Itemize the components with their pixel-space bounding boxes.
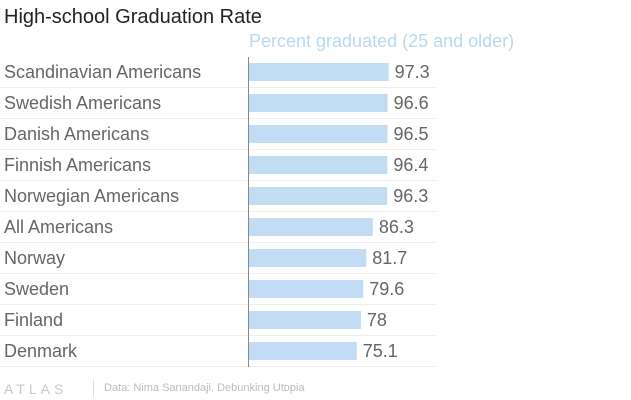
category-label: Swedish Americans [4,93,161,113]
bar [249,125,388,143]
bar [249,187,388,205]
data-source: Data: Nima Sanandaji, Debunking Utopia [104,382,305,394]
value-label: 75.1 [363,341,398,361]
value-label: 96.5 [393,124,428,144]
category-label: Norwegian Americans [4,186,179,206]
bar [249,63,389,81]
value-label: 81.7 [372,248,407,268]
value-label: 79.6 [369,279,404,299]
value-label: 96.6 [394,93,429,113]
value-label: 96.4 [393,155,428,175]
bar [249,218,373,236]
bar [249,156,388,174]
value-label: 97.3 [395,62,430,82]
bars-group [249,63,389,360]
category-label: Finland [4,310,63,330]
category-label: All Americans [4,217,113,237]
value-labels: 97.3 96.6 96.5 96.4 96.3 86.3 81.7 79.6 78 75.1 [363,62,430,361]
chart-title: High-school Graduation Rate [4,6,262,28]
category-label: Scandinavian Americans [4,62,201,82]
bar [249,280,364,298]
bar [249,342,357,360]
category-label: Sweden [4,279,69,299]
value-label: 96.3 [393,186,428,206]
category-label: Norway [4,248,65,268]
bar [249,94,388,112]
value-label: 86.3 [379,217,414,237]
gridlines [0,87,436,367]
bar [249,249,367,267]
value-label: 78 [367,310,387,330]
category-label: Finnish Americans [4,155,151,175]
atlas-logo: ATLAS [4,381,67,397]
category-label: Danish Americans [4,124,149,144]
category-label: Denmark [4,341,78,361]
category-labels: Scandinavian Americans Swedish Americans D… [4,62,201,361]
chart-subtitle: Percent graduated (25 and older) [249,31,514,51]
bar [249,311,361,329]
